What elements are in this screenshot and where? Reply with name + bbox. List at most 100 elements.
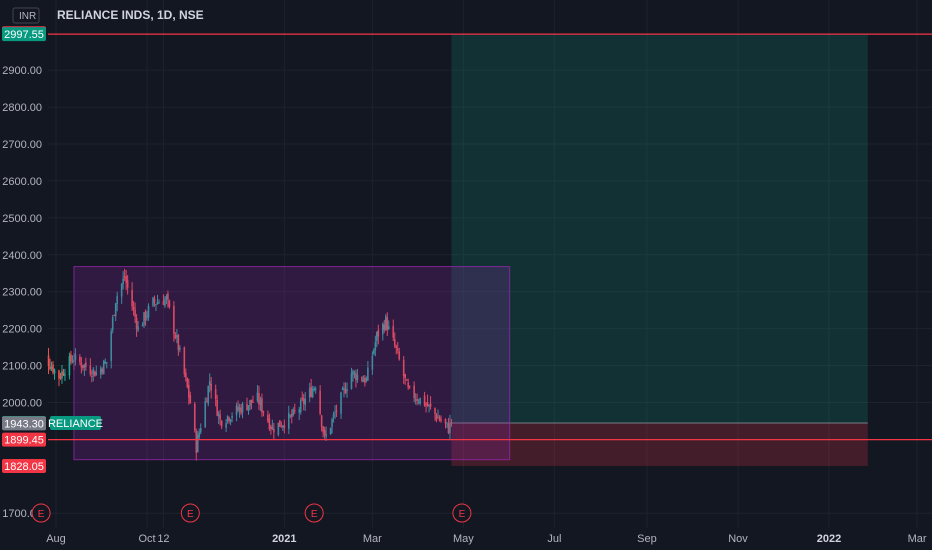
- candle-body: [298, 409, 301, 413]
- candle-body: [156, 302, 159, 304]
- candle-body: [188, 384, 190, 398]
- x-tick-label: 2022: [817, 533, 841, 545]
- stop-zone: [451, 423, 868, 466]
- candle-body: [371, 356, 374, 370]
- candle-body: [93, 371, 96, 377]
- candle-body: [53, 369, 56, 374]
- axis-layer: [12, 7, 40, 24]
- candle-body: [398, 351, 401, 360]
- candle-body: [228, 417, 230, 421]
- candle-body: [413, 385, 415, 399]
- candle-body: [268, 418, 271, 429]
- candle-body: [311, 388, 314, 398]
- candle-body: [80, 362, 83, 368]
- candle-body: [271, 426, 274, 430]
- candle-body: [301, 397, 304, 400]
- candle-body: [382, 323, 384, 335]
- candle-body: [83, 364, 86, 369]
- candle-body: [176, 335, 178, 338]
- candle-body: [405, 379, 408, 381]
- y-tick-label: 2100.00: [2, 361, 42, 373]
- x-axis-labels: Aug Oct 12 2021 Mar May Jul Sep Nov 2022 Mar: [46, 533, 927, 545]
- candle-body: [95, 372, 98, 375]
- earnings-marker[interactable]: E: [180, 503, 200, 523]
- candle-body: [47, 355, 50, 367]
- candle-body: [240, 407, 242, 414]
- candle-body: [104, 361, 107, 364]
- candle-body: [252, 401, 254, 403]
- candle-body: [393, 339, 396, 346]
- price-tag-label: 1943.30: [4, 418, 44, 430]
- candle-body: [282, 425, 284, 427]
- candle-body: [49, 366, 51, 369]
- candle-body: [52, 364, 54, 373]
- candle-body: [214, 389, 217, 399]
- y-tick-label: 2700.00: [2, 139, 42, 151]
- candle-body: [58, 370, 60, 379]
- candle-body: [59, 376, 62, 379]
- earnings-marker[interactable]: E: [31, 503, 51, 523]
- earnings-marker[interactable]: E: [452, 503, 472, 523]
- candle-body: [113, 315, 115, 317]
- range-box-layer[interactable]: [73, 266, 511, 461]
- horizontal-lines[interactable]: [48, 33, 932, 441]
- candle-body: [395, 345, 398, 349]
- candle-body: [196, 435, 199, 453]
- candle-body: [162, 301, 165, 305]
- candle-body: [195, 431, 198, 453]
- price-tag-bg: [2, 458, 46, 473]
- candle-body: [392, 326, 395, 338]
- candle-body: [293, 410, 296, 412]
- price-tag-label: 2997.55: [4, 29, 44, 41]
- candle-body: [292, 409, 295, 416]
- candle-body: [404, 374, 406, 379]
- earnings-label: E: [187, 509, 194, 520]
- candle-body: [174, 334, 177, 339]
- candle-body: [365, 378, 368, 382]
- candle-body: [102, 361, 105, 375]
- price-tag-bg: [2, 432, 46, 447]
- candle-body: [146, 315, 148, 318]
- candle-body: [216, 399, 218, 416]
- candle-body: [419, 397, 421, 404]
- chart-header: INR RELIANCE INDS, 1D, NSE: [19, 8, 204, 22]
- candle-body: [386, 317, 389, 331]
- candle-body: [373, 349, 375, 354]
- y-tick-label: 2500.00: [2, 213, 42, 225]
- candle-body: [343, 387, 345, 390]
- currency-box: [12, 7, 40, 24]
- y-tick-label: 2000.00: [2, 397, 42, 409]
- candle-body: [273, 429, 275, 433]
- candle-body: [198, 432, 201, 437]
- candle-body: [110, 331, 113, 361]
- candle-body: [131, 290, 133, 307]
- x-tick-label: May: [453, 533, 474, 545]
- candle-body: [279, 420, 281, 427]
- candle-body: [85, 362, 87, 368]
- candle-body: [246, 403, 248, 411]
- candle-body: [407, 382, 409, 388]
- candle-body: [396, 348, 399, 351]
- range-box[interactable]: [73, 266, 511, 461]
- candle-body: [241, 403, 244, 413]
- candle-body: [123, 276, 126, 278]
- candle-body: [177, 335, 180, 351]
- earnings-circle: [180, 503, 200, 523]
- candlestick-series: [47, 268, 453, 461]
- candle-body: [437, 417, 439, 419]
- candle-body: [61, 371, 63, 379]
- y-tick-label: 2800.00: [2, 102, 42, 114]
- earnings-circle: [31, 503, 51, 523]
- price-tag-bg: [2, 416, 46, 431]
- candle-body: [313, 388, 315, 391]
- candle-body: [383, 324, 386, 331]
- candle-body: [101, 369, 104, 373]
- y-tick-label: 2200.00: [2, 324, 42, 336]
- candle-body: [210, 383, 212, 391]
- candle-body: [361, 377, 363, 381]
- earnings-marker[interactable]: E: [304, 503, 324, 523]
- target-zone: [451, 34, 868, 424]
